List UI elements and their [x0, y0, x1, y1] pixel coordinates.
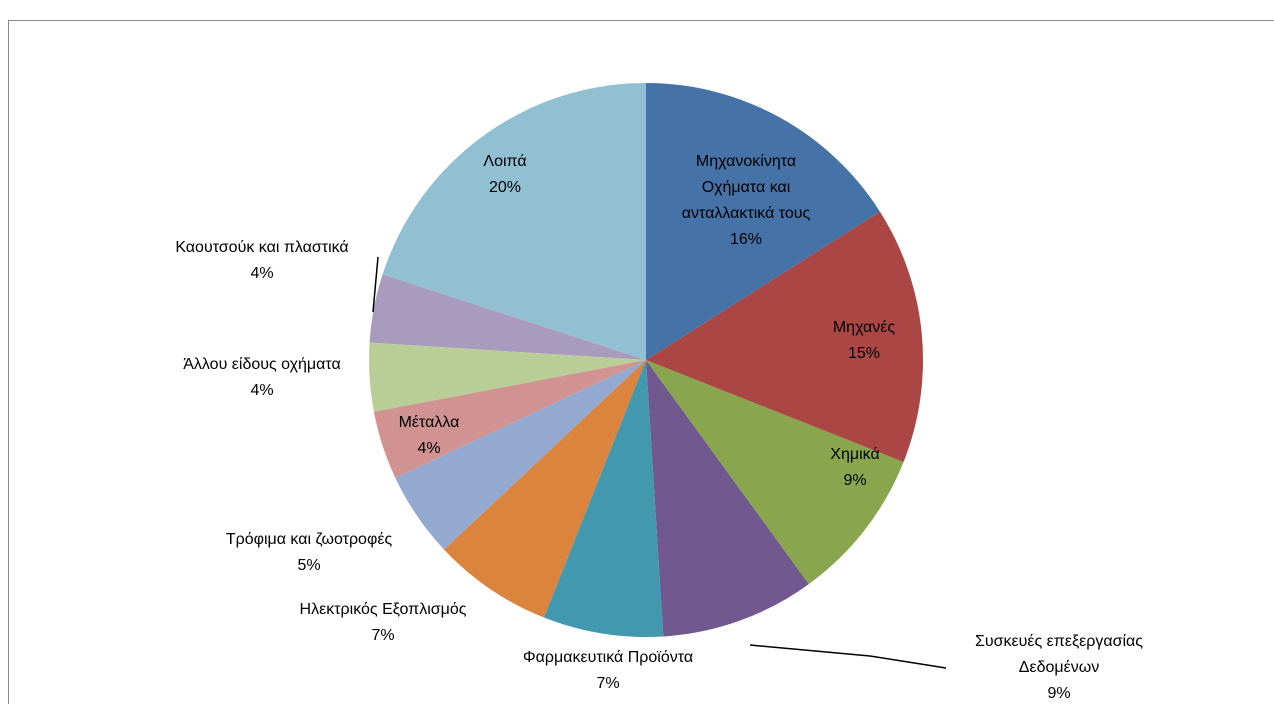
slice-label: Μηχανοκίνητα Οχήματα και ανταλλακτικά το…: [666, 149, 826, 253]
category-name: Συσκευές επεξεργασίας Δεδομένων: [959, 629, 1159, 681]
percent-label: 20%: [405, 175, 605, 201]
category-name: Μέταλλα: [329, 410, 529, 436]
category-name: Ηλεκτρικός Εξοπλισμός: [233, 597, 533, 623]
category-name: Καουτσούκ και πλαστικά: [112, 235, 412, 261]
percent-label: 5%: [159, 553, 459, 579]
percent-label: 9%: [959, 681, 1159, 707]
percent-label: 15%: [764, 341, 964, 367]
percent-label: 16%: [666, 227, 826, 253]
percent-label: 4%: [329, 436, 529, 462]
category-name: Μηχανές: [764, 315, 964, 341]
category-name: Άλλου είδους οχήματα: [112, 352, 412, 378]
percent-label: 7%: [458, 671, 758, 697]
percent-label: 4%: [112, 378, 412, 404]
leader-line: [750, 645, 946, 668]
percent-label: 9%: [755, 468, 955, 494]
category-name: Λοιπά: [405, 149, 605, 175]
percent-label: 7%: [233, 623, 533, 649]
category-name: Μηχανοκίνητα Οχήματα και ανταλλακτικά το…: [666, 149, 826, 227]
category-name: Χημικά: [755, 442, 955, 468]
percent-label: 4%: [112, 261, 412, 287]
category-name: Τρόφιμα και ζωοτροφές: [159, 527, 459, 553]
